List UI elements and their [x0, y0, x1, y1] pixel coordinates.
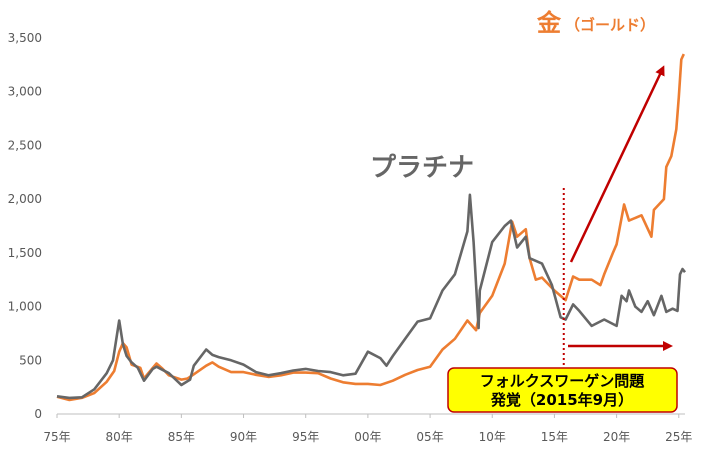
y-tick-label: 1,500: [8, 246, 42, 260]
gold-price-line: [56, 53, 685, 402]
x-tick-label: 25年: [665, 430, 692, 444]
x-tick-label: 00年: [354, 430, 381, 444]
x-tick-label: 05年: [416, 430, 443, 444]
y-tick-label: 2,000: [8, 192, 42, 206]
y-tick-label: 3,500: [8, 31, 42, 45]
event-callout-line1: フォルクスワーゲン問題: [480, 372, 646, 390]
gold-uptrend-arrow: [569, 65, 665, 263]
y-tick-label: 0: [34, 407, 42, 421]
gold-label-main: 金: [536, 9, 562, 37]
x-tick-label: 75年: [43, 430, 70, 444]
gold-label-sub: （ゴールド）: [565, 16, 655, 34]
axes: 0 500 1,000 1,500 2,000 2,500 3,000 3,500 75年 80年…: [8, 31, 693, 444]
x-tick-label: 90年: [230, 430, 257, 444]
y-tick-label: 3,000: [8, 85, 42, 99]
platinum-label: プラチナ: [370, 153, 474, 183]
event-callout-box: [447, 367, 678, 413]
platinum-price-line: [56, 193, 687, 400]
annotations: 金 （ゴールド） プラチナ フォルクスワーゲン問題 発覚（2015年9月）: [370, 9, 678, 413]
x-tick-label: 15年: [541, 430, 568, 444]
y-tick-label: 1,000: [8, 300, 42, 314]
y-tick-label: 500: [19, 353, 42, 367]
x-tick-label: 85年: [168, 430, 195, 444]
x-tick-label: 80年: [106, 430, 133, 444]
x-tick-label: 10年: [479, 430, 506, 444]
event-callout-line2: 発覚（2015年9月）: [490, 391, 633, 409]
x-tick-label: 20年: [603, 430, 630, 444]
series-lines: [56, 53, 687, 402]
x-tick-label: 95年: [292, 430, 319, 444]
y-tick-label: 2,500: [8, 138, 42, 152]
